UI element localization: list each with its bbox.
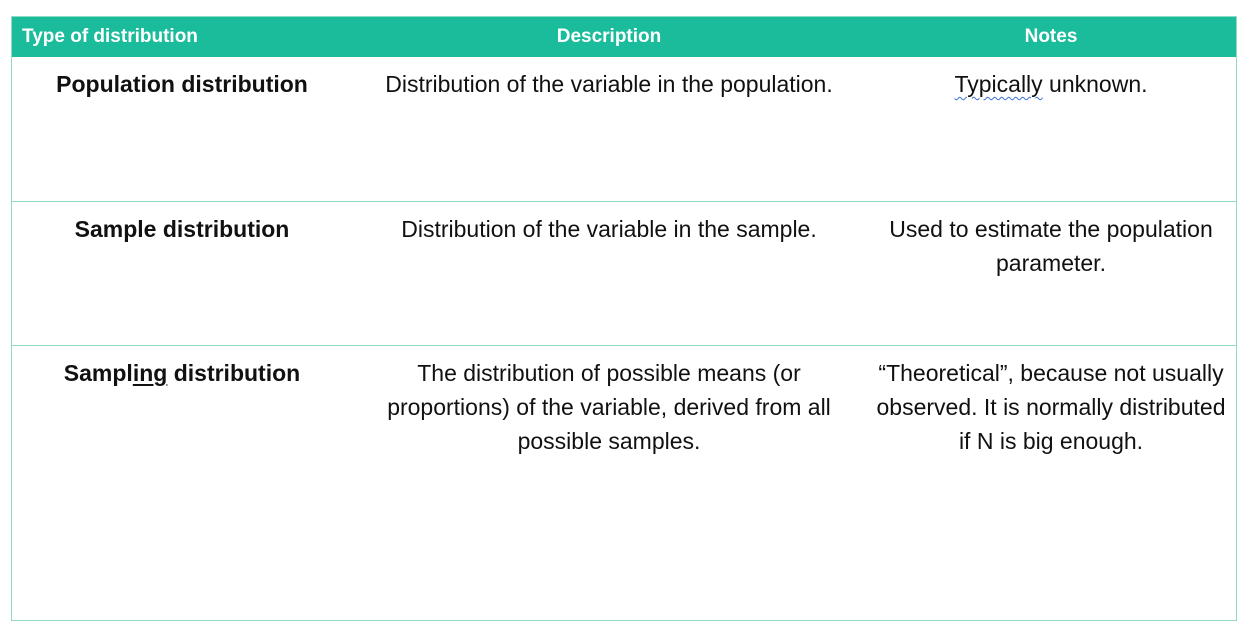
header-notes: Notes: [1024, 26, 1078, 47]
notes-cell: Used to estimate the population paramete…: [889, 216, 1213, 276]
table-row-population: Population distribution Distribution of …: [12, 57, 1236, 202]
spellcheck-word: Typically: [954, 71, 1043, 97]
notes-cell: “Theoretical”, because not usually obser…: [876, 360, 1226, 454]
description-cell: Distribution of the variable in the samp…: [401, 216, 817, 242]
type-cell: Sample distribution: [74, 216, 290, 242]
notes-cell: Typically unknown.: [872, 67, 1230, 101]
type-text-underlined: ing: [132, 360, 168, 386]
header-type-of-distribution: Type of distribution: [22, 26, 198, 47]
description-cell: Distribution of the variable in the popu…: [385, 71, 833, 97]
notes-text: unknown.: [1042, 71, 1148, 97]
type-text-start: Sampl: [63, 360, 133, 386]
type-text-end: distribution: [167, 360, 301, 386]
distribution-table: Type of distribution Description Notes P…: [11, 16, 1237, 621]
table-row-sample: Sample distribution Distribution of the …: [12, 202, 1236, 346]
table-row-sampling: Sampling distribution The distribution o…: [12, 346, 1236, 620]
type-cell: Sampling distribution: [22, 356, 342, 390]
table-header: Type of distribution Description Notes: [12, 17, 1236, 57]
header-description: Description: [556, 26, 662, 47]
type-cell: Population distribution: [56, 71, 308, 97]
description-cell: The distribution of possible means (or p…: [387, 360, 831, 454]
